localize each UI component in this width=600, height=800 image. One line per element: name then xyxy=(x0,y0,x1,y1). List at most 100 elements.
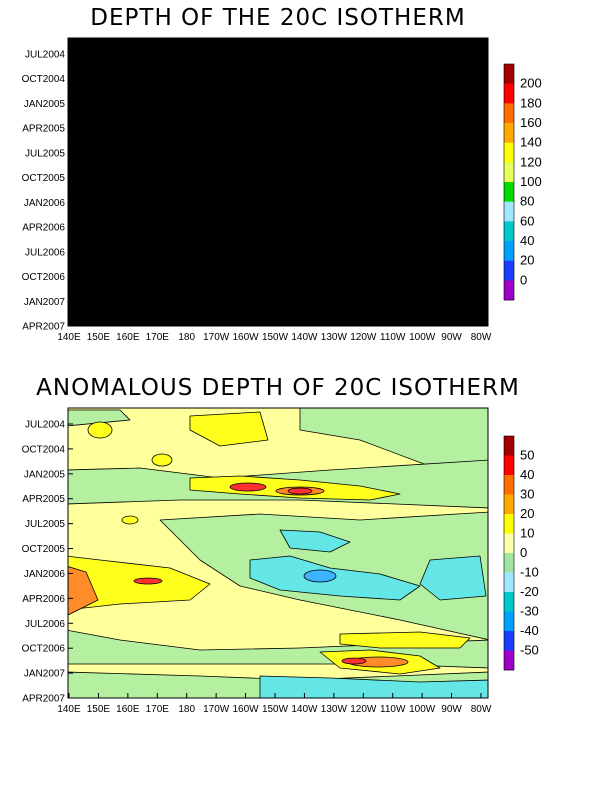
colorbar-swatch xyxy=(504,142,514,163)
y-tick-label: JUL2006 xyxy=(25,619,65,630)
x-tick-label: 90W xyxy=(441,704,462,715)
plot-frame xyxy=(67,37,489,327)
colorbar-label: -30 xyxy=(520,604,539,619)
colorbar-label: -10 xyxy=(520,565,539,580)
x-tick-label: 90W xyxy=(441,332,462,343)
colorbar-label: 80 xyxy=(520,194,534,209)
colorbar-swatch xyxy=(504,533,514,554)
anomaly-region-pos10 xyxy=(339,631,471,649)
x-tick-label: 170E xyxy=(146,704,170,715)
colorbar-swatch xyxy=(504,455,514,476)
x-tick-label: 140E xyxy=(57,332,81,343)
colorbar-label: 120 xyxy=(520,154,542,169)
colorbar-frame xyxy=(503,63,515,301)
colorbar-swatch xyxy=(504,182,514,202)
y-tick-label: JAN2006 xyxy=(24,569,66,580)
x-tick-label: 140W xyxy=(291,704,318,715)
colorbar-label: 200 xyxy=(520,76,542,91)
colorbar-swatch xyxy=(504,475,514,495)
anomaly-blob-pos10 xyxy=(87,421,113,439)
x-tick-label: 180 xyxy=(178,332,195,343)
y-tick-label: APR2007 xyxy=(22,322,65,333)
x-tick-label: 140W xyxy=(291,332,318,343)
y-tick-label: JAN2006 xyxy=(24,198,66,209)
y-tick-label: OCT2005 xyxy=(22,173,66,184)
colorbar-swatch xyxy=(504,83,514,104)
colorbar-swatch xyxy=(504,436,514,456)
y-tick-label: OCT2006 xyxy=(22,644,66,655)
colorbar-swatch xyxy=(504,611,514,632)
x-tick-label: 160E xyxy=(116,704,140,715)
colorbar-swatch xyxy=(504,162,514,183)
colorbar-label: -20 xyxy=(520,584,539,599)
colorbar-swatch xyxy=(504,260,514,281)
x-tick-label: 80W xyxy=(471,704,492,715)
colorbar-swatch xyxy=(504,221,514,242)
y-tick-label: OCT2005 xyxy=(22,544,66,555)
colorbar-label: 20 xyxy=(520,253,534,268)
anomaly-region-pos20 xyxy=(68,566,99,616)
anomaly-blob-pos30 xyxy=(341,657,367,665)
anomaly-blob-pos30 xyxy=(133,577,163,585)
x-tick-label: 170E xyxy=(146,332,170,343)
x-tick-label: 170W xyxy=(203,704,230,715)
colorbar-label: 0 xyxy=(520,272,527,287)
y-tick-label: APR2007 xyxy=(22,694,65,705)
colorbar-label: 60 xyxy=(520,213,534,228)
anomaly-blob-neg20 xyxy=(303,569,337,583)
colorbar-swatch xyxy=(504,280,514,301)
anomaly-region-pos10 xyxy=(189,411,269,447)
y-tick-label: JAN2005 xyxy=(24,469,66,480)
y-tick-label: OCT2004 xyxy=(22,444,66,455)
x-tick-label: 130W xyxy=(321,332,348,343)
colorbar-swatch xyxy=(504,572,514,593)
y-tick-label: OCT2004 xyxy=(22,74,66,85)
anomaly-blob-pos10 xyxy=(121,515,139,525)
anomaly-region-neg10 xyxy=(259,675,488,698)
x-tick-label: 140E xyxy=(57,704,81,715)
panel-2-axes: 140E 150E 160E 170E 180 170W 160W 150W 140W 130W 1… xyxy=(22,407,492,715)
x-tick-label: 130W xyxy=(321,704,348,715)
colorbar-swatch xyxy=(504,592,514,612)
colorbar-label: -50 xyxy=(520,643,539,658)
x-tick-label: 170W xyxy=(203,332,230,343)
anomaly-blob-pos10 xyxy=(151,453,173,467)
colorbar-label: 140 xyxy=(520,135,542,150)
x-tick-label: 150E xyxy=(87,704,111,715)
anomaly-blob-pos30 xyxy=(287,487,313,495)
x-tick-label: 110W xyxy=(380,332,406,343)
colorbar-label: 40 xyxy=(520,233,534,248)
colorbar-swatch xyxy=(504,650,514,671)
colorbar-swatch xyxy=(504,494,514,515)
y-tick-label: JUL2005 xyxy=(25,519,65,530)
colorbar-swatch xyxy=(504,64,514,84)
panel-1-title: DEPTH OF THE 20C ISOTHERM xyxy=(90,5,465,31)
colorbar-label: 20 xyxy=(520,506,534,521)
colorbar-label: 30 xyxy=(520,487,534,502)
anomaly-region-neg10 xyxy=(419,555,487,601)
y-tick-label: OCT2006 xyxy=(22,272,66,283)
colorbar-label: -40 xyxy=(520,623,539,638)
plot-frame xyxy=(67,407,489,699)
x-tick-label: 180 xyxy=(178,704,195,715)
colorbar-label: 40 xyxy=(520,467,534,482)
panel-2-title: ANOMALOUS DEPTH OF 20C ISOTHERM xyxy=(36,375,520,401)
y-tick-label: JAN2007 xyxy=(24,297,66,308)
colorbar-swatch xyxy=(504,103,514,124)
colorbar-swatch xyxy=(504,123,514,143)
x-tick-label: 160E xyxy=(116,332,140,343)
anomaly-blob-pos30 xyxy=(229,482,267,492)
x-tick-label: 150E xyxy=(87,332,111,343)
colorbar-label: 50 xyxy=(520,448,534,463)
panel-1-axes: 140E 150E 160E 170E 180 170W 160W 150W 140W 130W 1… xyxy=(22,37,492,343)
colorbar-label: 10 xyxy=(520,526,534,541)
y-tick-label: APR2005 xyxy=(22,124,65,135)
y-tick-label: JUL2004 xyxy=(25,50,65,61)
anomaly-field xyxy=(68,408,488,698)
colorbar-swatch xyxy=(504,514,514,534)
colorbar-swatch xyxy=(504,201,514,222)
colorbar-swatch xyxy=(504,553,514,573)
colorbar-label: 100 xyxy=(520,174,542,189)
